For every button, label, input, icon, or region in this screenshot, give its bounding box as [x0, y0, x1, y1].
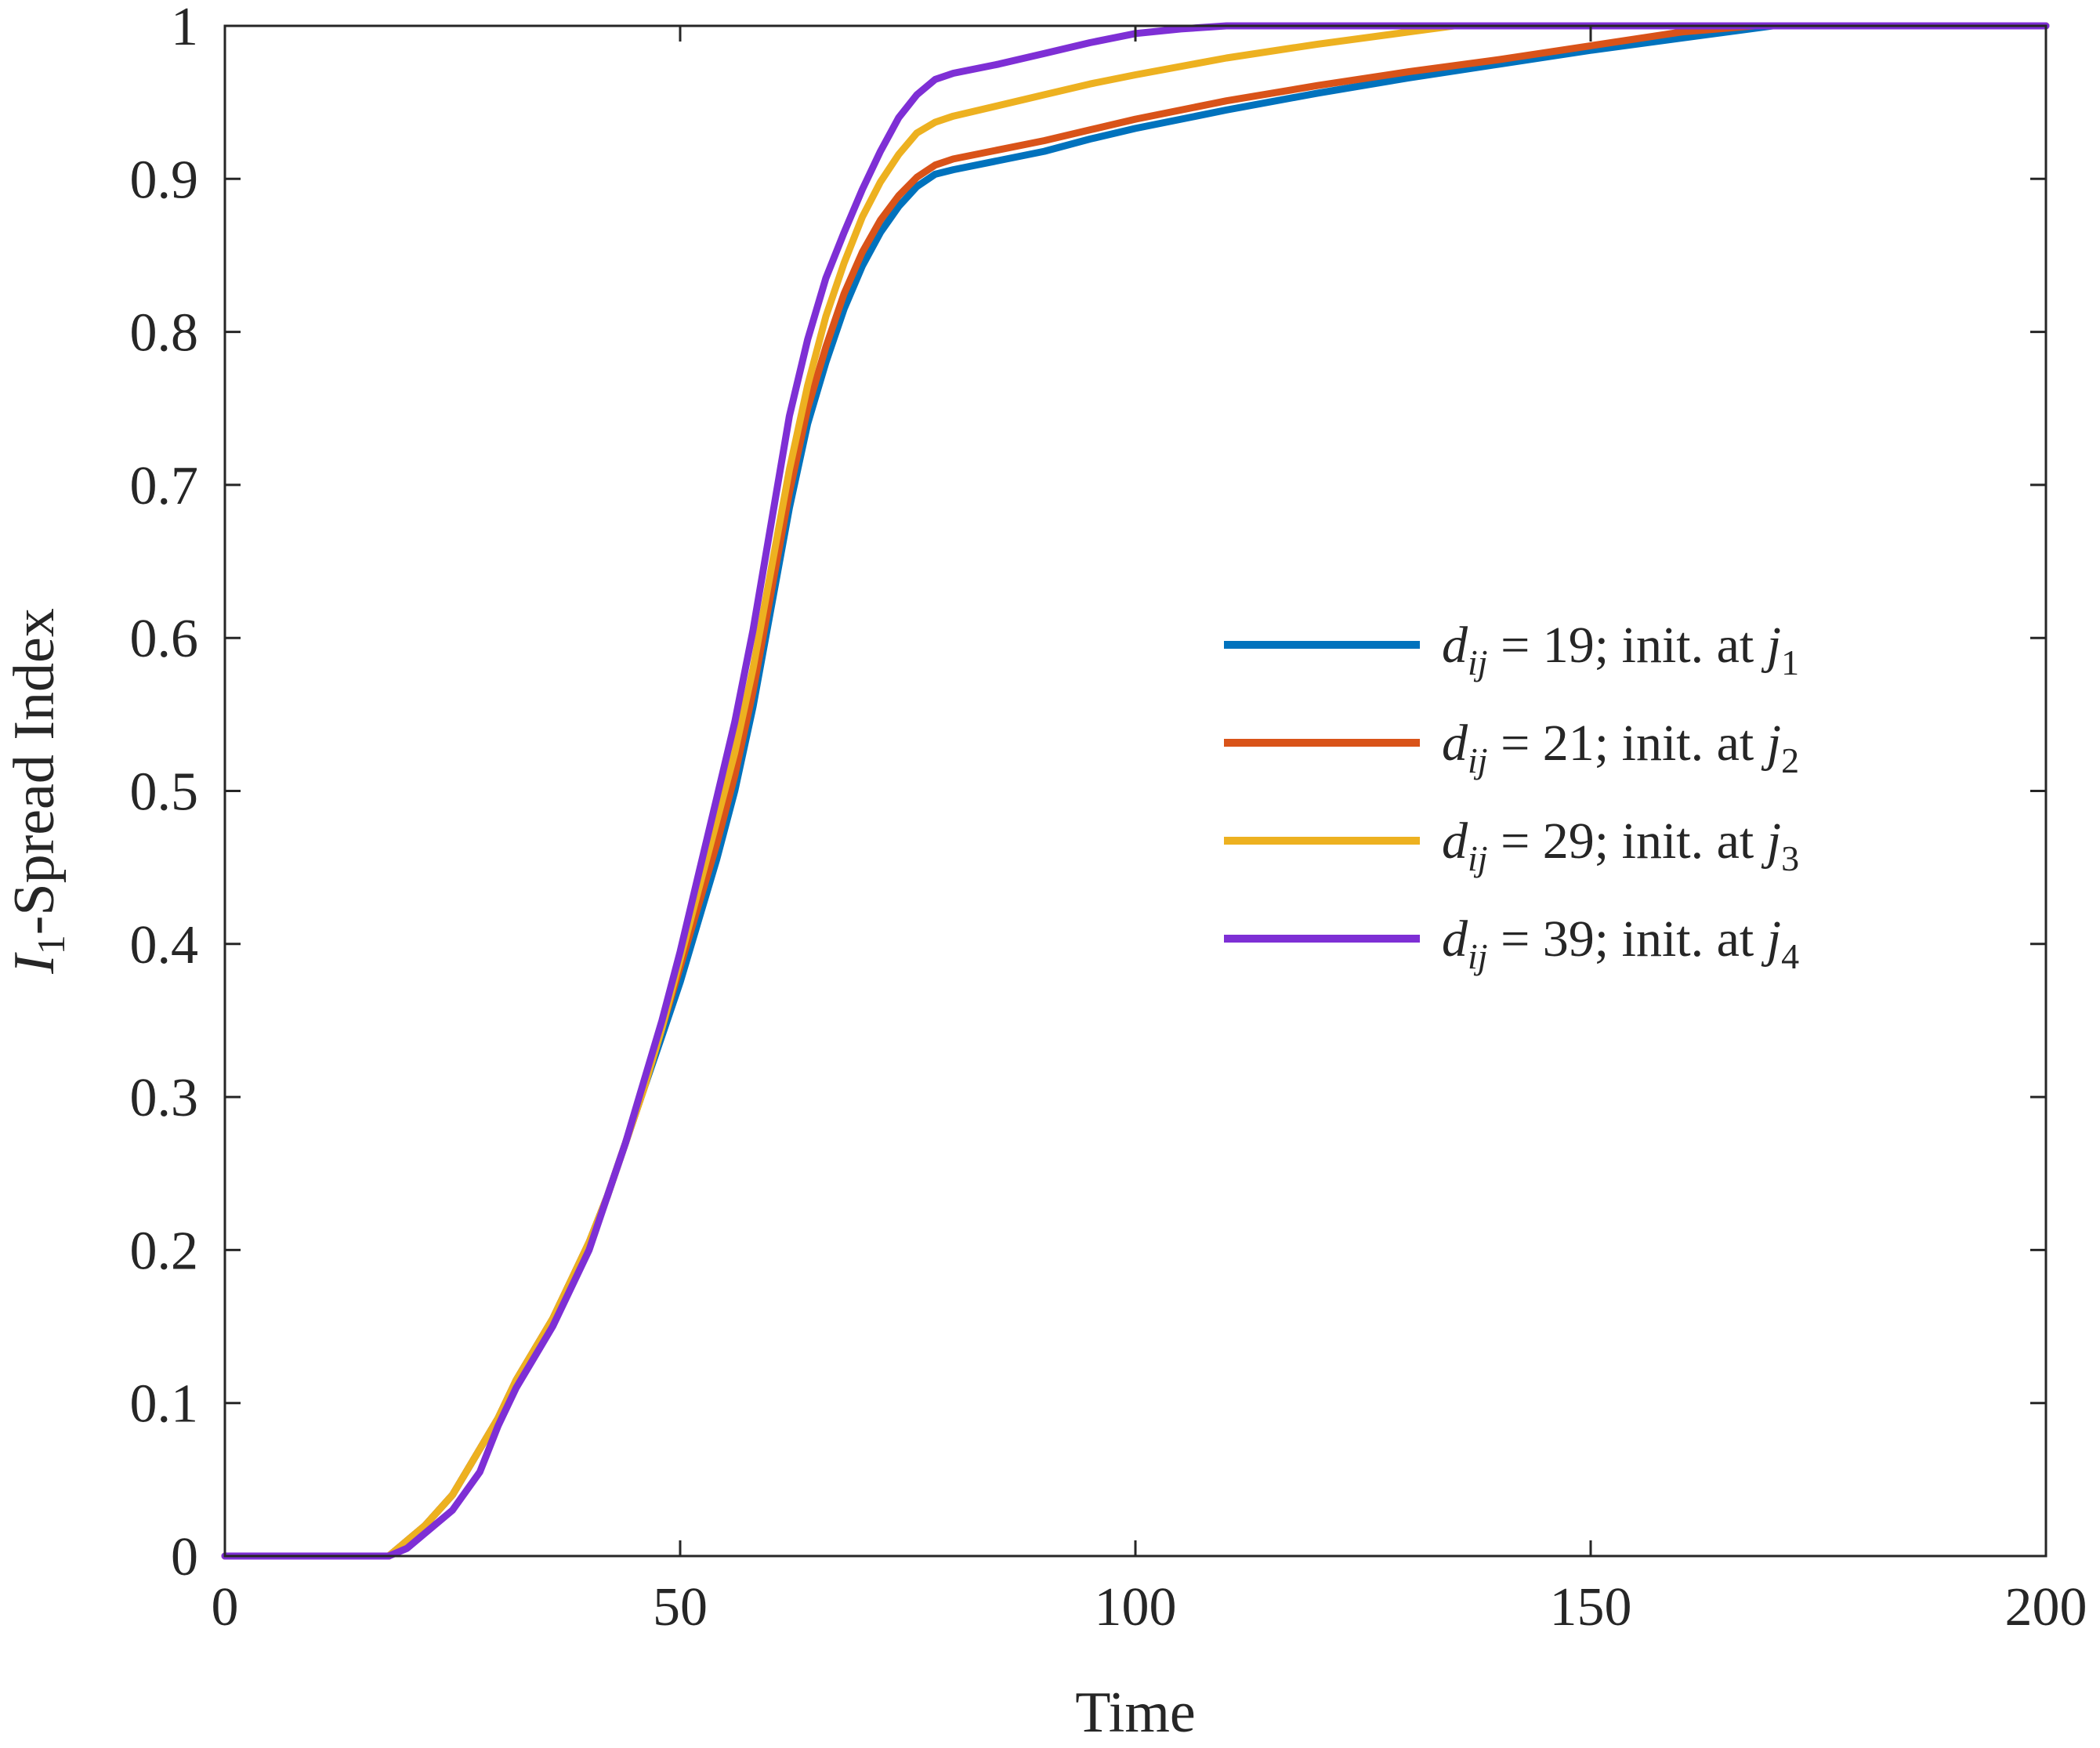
x-axis-title: Time [1075, 1681, 1196, 1745]
y-tick-label: 0.6 [130, 609, 199, 669]
y-tick-label: 0.3 [130, 1068, 199, 1128]
y-tick-label: 0.7 [130, 456, 199, 516]
y-tick-label: 0.4 [130, 915, 199, 975]
legend-label-2: dij = 21; init. at j2 [1442, 715, 1799, 780]
legend-label-1: dij = 19; init. at j1 [1442, 617, 1799, 682]
y-tick-label: 0.5 [130, 762, 199, 823]
series-layer [221, 22, 2050, 1560]
series-line-4 [221, 22, 2050, 1560]
y-axis-title-subscript: 1 [29, 935, 73, 954]
y-tick-label: 0 [171, 1527, 198, 1587]
x-tick-label: 200 [2005, 1577, 2087, 1638]
y-axis-title-text: -Spread Index [2, 608, 67, 935]
y-axis-title-variable: I [2, 952, 67, 975]
legend-label-4: dij = 39; init. at j4 [1442, 910, 1799, 976]
y-axis-tick-labels: 0 0.1 0.2 0.3 0.4 0.5 0.6 0.7 0.8 0.9 1 [130, 0, 199, 1587]
axis-ticks [223, 24, 2048, 1558]
y-tick-label: 0.8 [130, 303, 199, 364]
x-tick-label: 50 [653, 1577, 708, 1638]
y-tick-label: 0.2 [130, 1221, 199, 1281]
legend: dij = 19; init. at j1 dij = 21; init. at … [1224, 617, 1799, 976]
x-tick-label: 100 [1095, 1577, 1177, 1638]
y-tick-label: 0.1 [130, 1374, 199, 1435]
x-tick-label: 0 [212, 1577, 239, 1638]
y-tick-label: 1 [171, 0, 198, 57]
x-tick-label: 150 [1550, 1577, 1632, 1638]
x-axis-tick-labels: 0 50 100 150 200 [212, 1577, 2087, 1638]
y-axis-title: I1-Spread Index [2, 608, 73, 975]
legend-label-3: dij = 29; init. at j3 [1442, 812, 1799, 878]
y-tick-label: 0.9 [130, 150, 199, 210]
